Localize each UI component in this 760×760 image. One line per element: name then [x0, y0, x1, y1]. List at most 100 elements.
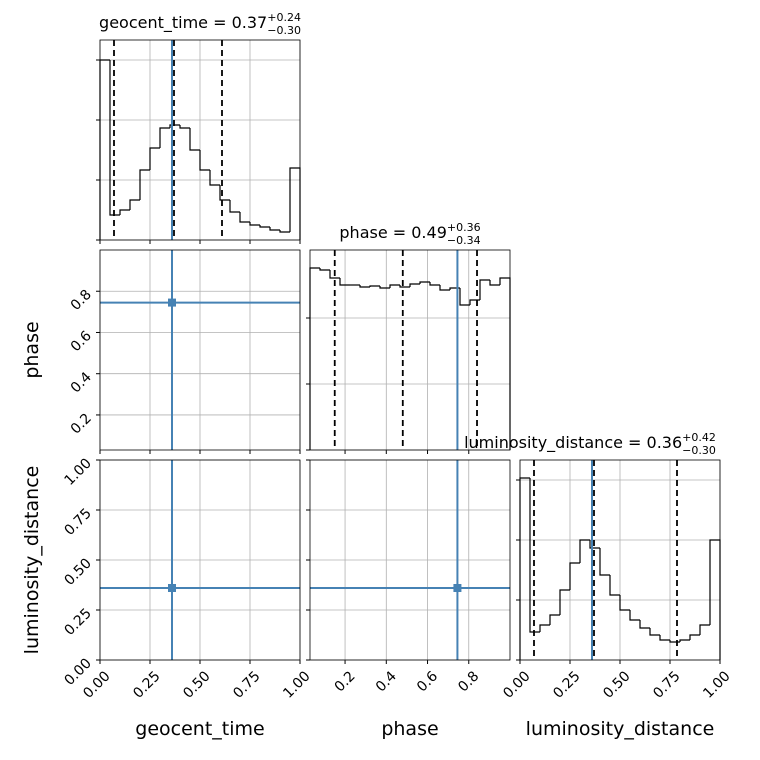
x-tick-label: 0.6 — [414, 668, 441, 695]
hist-bin — [679, 639, 690, 642]
hist-bin — [599, 548, 610, 576]
hist-bin — [649, 628, 660, 636]
panel-title: geocent_time = 0.37+0.24 −0.30 — [99, 11, 301, 37]
hist-bin — [369, 285, 380, 287]
hist-bin — [699, 624, 710, 635]
y-tick-label: 1.00 — [61, 456, 94, 489]
title-lower: −0.30 — [682, 444, 716, 457]
hist-bin — [579, 539, 590, 563]
panel-frame — [309, 249, 511, 451]
hist-bin — [169, 124, 180, 128]
hist-bin — [589, 540, 600, 549]
x-tick-label: 1.00 — [280, 668, 313, 701]
x-tick-label: 0.25 — [130, 668, 163, 701]
y-tick-label: 0.25 — [61, 606, 94, 639]
y-tick-label: 0.50 — [61, 556, 94, 589]
hist-bin — [389, 284, 400, 288]
panel-frame — [309, 459, 511, 661]
x-tick-label: 0.8 — [455, 668, 482, 695]
hist-bin — [289, 167, 301, 240]
x-tick-label: 0.4 — [373, 668, 400, 695]
hist-bin — [379, 286, 390, 289]
title-lower: −0.34 — [447, 234, 481, 247]
hist-bin — [449, 287, 460, 290]
truth-marker — [168, 298, 176, 307]
y-tick-label: 0.75 — [61, 506, 94, 539]
hist-bin — [439, 285, 450, 291]
hist-bin — [669, 640, 680, 643]
hist-bin — [329, 270, 340, 279]
hist-bin — [459, 288, 470, 306]
title-main: geocent_time = 0.37 — [99, 13, 267, 33]
hist-bin — [149, 147, 160, 170]
x-tick-label: 0.00 — [500, 668, 533, 701]
hist-bin — [629, 610, 640, 621]
title-upper: +0.42 — [682, 431, 716, 444]
hist-bin — [529, 478, 540, 633]
hist-bin — [159, 127, 170, 148]
x-tick-label: 0.25 — [550, 668, 583, 701]
panel-title: phase = 0.49+0.36 −0.34 — [339, 221, 480, 247]
hist-bin — [359, 285, 370, 288]
hist-bin — [539, 624, 550, 632]
hist-bin — [619, 595, 630, 611]
panel-frame — [99, 39, 301, 241]
hist-bin — [409, 283, 420, 287]
hist-bin — [429, 282, 440, 286]
x-tick-label: 0.75 — [650, 668, 683, 701]
hist-bin — [99, 59, 110, 240]
hist-bin — [139, 169, 150, 200]
hist-bin — [559, 589, 570, 615]
title-upper: +0.24 — [267, 11, 301, 24]
x-tick-label: 0.50 — [180, 668, 213, 701]
hist-bin — [399, 285, 410, 288]
x-axis-label: geocent_time — [135, 718, 264, 740]
hist-bin — [119, 209, 130, 215]
y-tick-label: 0.2 — [68, 410, 95, 437]
x-tick-label: 0.75 — [230, 668, 263, 701]
hist-bin — [519, 477, 530, 660]
hist-bin — [259, 225, 270, 228]
hist-bin — [479, 279, 490, 300]
hist-bin — [639, 620, 650, 629]
hist-bin — [129, 199, 140, 210]
x-tick-label: 1.00 — [700, 668, 733, 701]
hist-bin — [339, 278, 350, 286]
hist-bin — [309, 267, 320, 450]
hist-bin — [269, 227, 280, 231]
hist-bin — [499, 277, 511, 450]
hist-bin — [209, 170, 220, 186]
hist-bin — [249, 222, 260, 226]
hist-bin — [469, 299, 480, 305]
hist-bin — [689, 634, 700, 640]
y-tick-label: 0.6 — [68, 328, 95, 355]
hist-bin — [609, 575, 620, 596]
hist-bin — [219, 185, 230, 201]
truth-marker — [453, 584, 462, 592]
hist-bin — [109, 60, 120, 216]
hist-bin — [489, 280, 500, 286]
hist-bin — [279, 230, 290, 233]
panel-frame — [519, 459, 721, 661]
truth-marker — [168, 584, 176, 592]
y-tick-label: 0.8 — [68, 287, 95, 314]
hist-bin — [229, 200, 240, 213]
title-lower: −0.30 — [267, 24, 301, 37]
panel-frame — [99, 249, 301, 451]
hist-bin — [239, 212, 250, 223]
x-tick-label: 0.50 — [600, 668, 633, 701]
hist-bin — [189, 128, 200, 151]
y-tick-label: 0.4 — [68, 369, 95, 396]
hist-bin — [179, 125, 190, 129]
panel-frame — [99, 459, 301, 661]
x-tick-label: 0.2 — [332, 668, 359, 695]
hist-bin — [659, 635, 670, 641]
y-axis-label: luminosity_distance — [21, 466, 43, 655]
hist-bin — [199, 150, 210, 171]
hist-bin — [419, 281, 430, 284]
x-axis-label: phase — [381, 718, 438, 740]
y-axis-label: phase — [21, 321, 43, 378]
hist-bin — [549, 614, 560, 625]
title-main: phase = 0.49 — [339, 223, 446, 242]
